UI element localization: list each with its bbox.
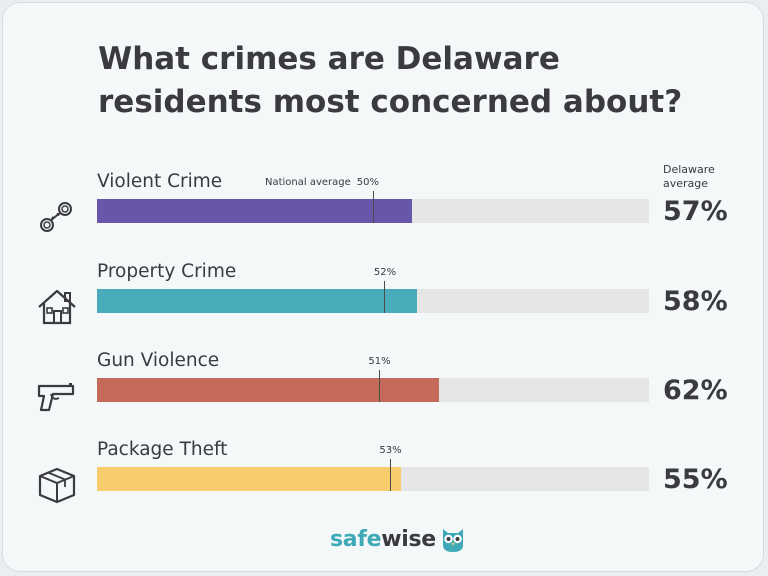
logo-safe-text: safe — [330, 526, 382, 552]
national-average-marker — [378, 370, 380, 402]
national-average-value: 51% — [368, 356, 391, 367]
national-average-marker — [389, 459, 391, 491]
safewise-logo: safewise — [330, 522, 466, 556]
national-average-value: 52% — [373, 267, 397, 278]
title-line-1: What crimes are Delaware — [98, 41, 560, 77]
national-average-label: 51% — [368, 356, 390, 368]
logo-wordmark: safewise — [330, 527, 436, 552]
bar-row: Property Crime 52% 58% — [3, 261, 768, 341]
house-icon — [38, 289, 76, 325]
owl-icon — [442, 529, 463, 552]
handcuffs-icon — [40, 202, 72, 232]
delaware-average-header-line1: Delaware — [663, 163, 715, 176]
chart-title: What crimes are Delaware residents most … — [98, 38, 738, 124]
bar-row: Violent Crime National average 50% 57% — [3, 171, 768, 251]
national-average-value: 53% — [379, 445, 402, 456]
national-average-label: 53% — [379, 445, 401, 457]
bar-track — [97, 467, 649, 491]
national-average-marker — [384, 281, 386, 313]
logo-wise-text: wise — [381, 526, 436, 552]
bar-row: Gun Violence 51% 62% — [3, 350, 768, 430]
national-average-prefix: National average — [265, 177, 351, 188]
delaware-bar — [97, 289, 418, 313]
delaware-bar — [97, 199, 412, 223]
title-line-2: residents most concerned about? — [98, 84, 683, 120]
national-average-value: 50% — [356, 177, 380, 188]
delaware-average-header: Delaware average — [663, 163, 743, 191]
national-average-label: 52% — [374, 267, 396, 279]
delaware-bar — [97, 467, 401, 491]
bar-track — [97, 289, 649, 313]
category-label: Violent Crime — [97, 171, 223, 192]
delaware-bar — [97, 378, 440, 402]
gun-icon — [37, 383, 75, 412]
delaware-average-header-line2: average — [663, 177, 709, 190]
delaware-value-label: 62% — [663, 375, 728, 406]
category-label: Property Crime — [97, 261, 237, 282]
delaware-value-label: 57% — [663, 196, 728, 227]
delaware-value-label: 55% — [663, 464, 728, 495]
package-icon — [38, 467, 76, 504]
delaware-value-label: 58% — [663, 286, 728, 317]
bar-track — [97, 378, 649, 402]
national-average-marker — [373, 191, 374, 223]
category-label: Package Theft — [97, 439, 228, 460]
bar-row: Package Theft 53% 55% — [3, 439, 768, 519]
national-average-label: National average 50% — [265, 177, 379, 189]
category-label: Gun Violence — [97, 350, 220, 371]
